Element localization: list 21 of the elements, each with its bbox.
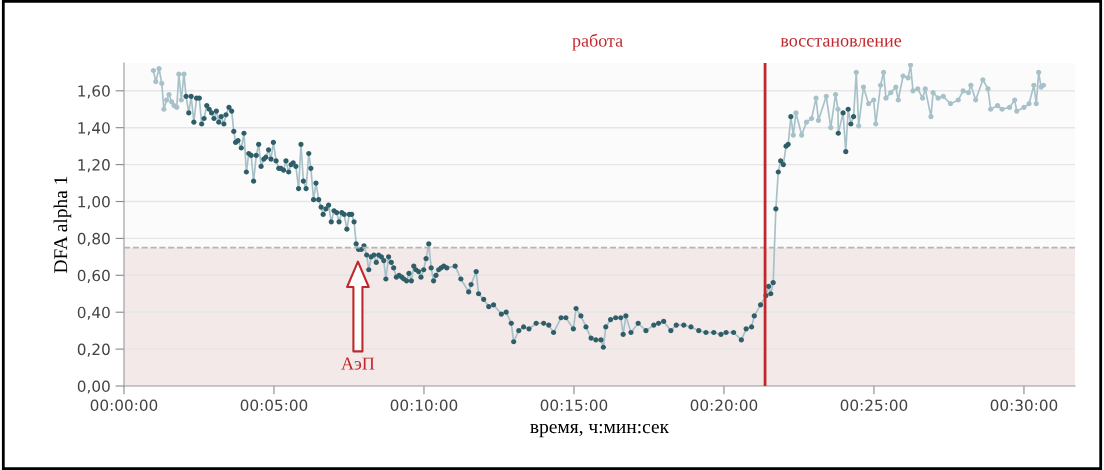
- y-tick-label: 1,20: [78, 159, 110, 173]
- annotation: АэП: [341, 357, 375, 370]
- y-tick-label: 0,20: [77, 343, 110, 357]
- y-tick-label: 1,60: [78, 85, 110, 99]
- x-tick-label: 00:20:00: [690, 399, 758, 412]
- x-tick-label: 00:10:00: [390, 399, 458, 412]
- y-tick-label: 0,60: [77, 269, 110, 283]
- x-axis-title: время, ч:мин:сек: [530, 423, 670, 438]
- text: работа: [572, 33, 623, 51]
- x-tick-label: 00:00:00: [90, 399, 158, 412]
- y-tick-label: 1,00: [78, 195, 110, 210]
- x-tick-label: 00:05:00: [240, 399, 308, 412]
- x-tick-label: 00:30:00: [990, 399, 1058, 412]
- text: восстановление: [780, 37, 902, 47]
- y-tick-label: 0,00: [77, 380, 110, 394]
- y-tick-label: 0,80: [77, 232, 110, 246]
- y-axis-title: DFA alpha 1: [53, 176, 72, 273]
- y-tick-label: 0,40: [77, 306, 110, 320]
- x-tick-label: 00:15:00: [540, 399, 608, 412]
- y-tick-label: 1,40: [78, 122, 110, 136]
- x-tick-label: 00:25:00: [840, 399, 908, 412]
